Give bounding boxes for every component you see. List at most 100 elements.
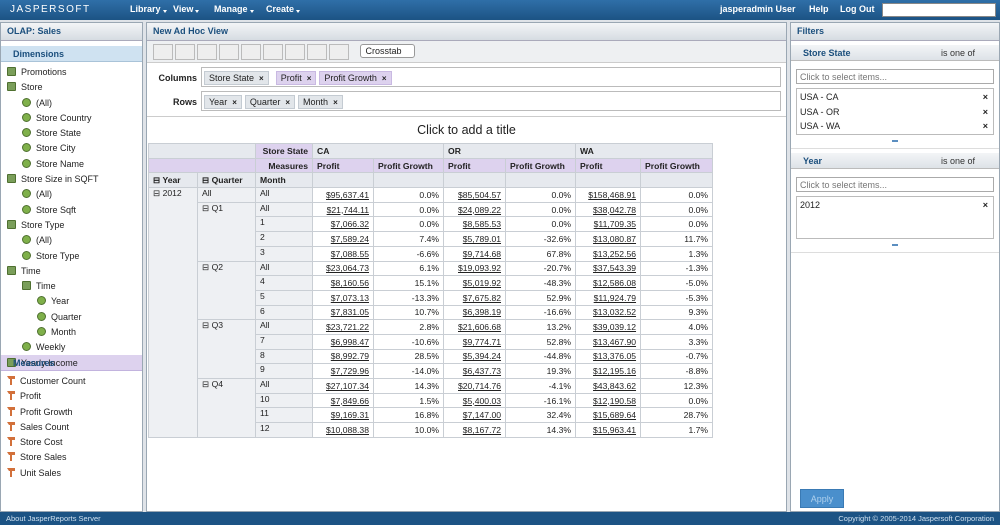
about-link[interactable]: About JasperReports Server: [6, 514, 101, 523]
cell-value[interactable]: $21,606.68: [443, 319, 507, 335]
cell-value[interactable]: $9,169.31: [312, 407, 374, 424]
cell-value[interactable]: $8,167.72: [443, 422, 507, 438]
tree-item[interactable]: Store: [1, 80, 142, 95]
cell-value[interactable]: $12,195.16: [575, 363, 642, 379]
column-chip[interactable]: Store State ×: [204, 71, 269, 85]
cell-value[interactable]: $7,066.32: [312, 216, 374, 233]
pivot-button[interactable]: [285, 44, 305, 60]
cell-value[interactable]: $6,998.47: [312, 333, 374, 350]
undo-all-button[interactable]: [263, 44, 283, 60]
cell-value[interactable]: $7,088.55: [312, 245, 374, 262]
chip-remove[interactable]: ×: [333, 98, 338, 107]
cell-value[interactable]: $158,468.91: [575, 187, 642, 203]
tree-item[interactable]: Time: [1, 264, 142, 279]
logo[interactable]: JASPERSOFT: [10, 4, 91, 15]
toggle-button[interactable]: [153, 44, 173, 60]
measure-item[interactable]: Profit Growth: [1, 405, 142, 420]
top-link[interactable]: Log Out: [840, 4, 875, 14]
cell-value[interactable]: $38,042.78: [575, 201, 642, 218]
tree-item[interactable]: Weekly: [1, 340, 142, 355]
cell-value[interactable]: $7,073.13: [312, 289, 374, 306]
top-link[interactable]: Help: [809, 4, 829, 14]
selected-item[interactable]: USA - WA: [797, 119, 993, 134]
tree-item[interactable]: Store Size in SQFT: [1, 172, 142, 187]
cell-value[interactable]: $95,637.41: [312, 187, 374, 203]
cell-value[interactable]: $5,019.92: [443, 275, 507, 291]
cell-value[interactable]: $12,190.58: [575, 392, 642, 409]
tree-item[interactable]: Store Type: [1, 249, 142, 264]
cell-value[interactable]: $21,744.11: [312, 201, 374, 218]
tree-item[interactable]: (All): [1, 233, 142, 248]
cell-value[interactable]: $7,675.82: [443, 289, 507, 306]
cell-value[interactable]: $7,147.00: [443, 407, 507, 424]
tree-item[interactable]: Promotions: [1, 65, 142, 80]
tree-item[interactable]: Store City: [1, 141, 142, 156]
cell-value[interactable]: $10,088.38: [312, 422, 374, 438]
cell-value[interactable]: $13,252.56: [575, 245, 642, 262]
view-type-select[interactable]: Crosstab: [359, 44, 415, 58]
cell-value[interactable]: $20,714.76: [443, 378, 507, 394]
row-chip[interactable]: Quarter ×: [244, 95, 296, 109]
cell-value[interactable]: $27,107.34: [312, 378, 374, 394]
cell-value[interactable]: $19,093.92: [443, 260, 507, 277]
cell-value[interactable]: $7,589.24: [312, 231, 374, 247]
chip-remove[interactable]: ×: [285, 98, 291, 107]
search-box[interactable]: [882, 3, 996, 17]
cell-value[interactable]: $85,504.57: [443, 187, 507, 203]
row-chip[interactable]: Month ×: [298, 95, 343, 109]
options-button[interactable]: [307, 44, 327, 60]
selected-item[interactable]: 2012: [797, 198, 993, 213]
filter-operator[interactable]: is one of: [940, 155, 975, 166]
tree-item[interactable]: Time: [1, 279, 142, 294]
tree-item[interactable]: Quarter: [1, 310, 142, 325]
measure-item[interactable]: Unit Sales: [1, 466, 142, 481]
selected-item[interactable]: USA - OR: [797, 105, 993, 120]
tree-item[interactable]: Store Country: [1, 111, 142, 126]
tree-item[interactable]: Month: [1, 325, 142, 340]
tree-item[interactable]: Store Type: [1, 218, 142, 233]
measure-item[interactable]: Sales Count: [1, 420, 142, 435]
cell-value[interactable]: $24,089.22: [443, 201, 507, 218]
data-button[interactable]: [329, 44, 349, 60]
measure-item[interactable]: Store Sales: [1, 450, 142, 465]
cell-value[interactable]: $23,721.22: [312, 319, 374, 335]
tree-item[interactable]: Store Name: [1, 157, 142, 172]
cell-value[interactable]: $11,924.79: [575, 289, 642, 306]
tree-item[interactable]: Store State: [1, 126, 142, 141]
cell-value[interactable]: $9,774.71: [443, 333, 507, 350]
column-chip[interactable]: Profit ×: [275, 71, 317, 85]
cell-value[interactable]: $43,843.62: [575, 378, 642, 394]
chip-remove[interactable]: ×: [381, 74, 387, 83]
chip-remove[interactable]: ×: [232, 98, 237, 107]
cell-value[interactable]: $8,585.53: [443, 216, 507, 233]
cell-value[interactable]: $13,032.52: [575, 304, 642, 321]
cell-value[interactable]: $13,080.87: [575, 231, 642, 247]
selected-item[interactable]: USA - CA: [797, 90, 993, 105]
chip-remove[interactable]: ×: [259, 74, 264, 83]
menu-item[interactable]: View: [173, 4, 199, 15]
tree-item[interactable]: Year: [1, 294, 142, 309]
cell-value[interactable]: $7,849.66: [312, 392, 374, 409]
cell-value[interactable]: $6,398.19: [443, 304, 507, 321]
cell-value[interactable]: $5,394.24: [443, 348, 507, 365]
save-button[interactable]: [175, 44, 195, 60]
cell-value[interactable]: $13,467.90: [575, 333, 642, 350]
undo-button[interactable]: [219, 44, 239, 60]
cell-value[interactable]: $8,992.79: [312, 348, 374, 365]
redo-button[interactable]: [241, 44, 261, 60]
cell-value[interactable]: $5,400.03: [443, 392, 507, 409]
measure-item[interactable]: Customer Count: [1, 374, 142, 389]
report-title[interactable]: Click to add a title: [417, 123, 516, 137]
user-name[interactable]: jasperadmin User: [720, 4, 796, 14]
export-button[interactable]: [197, 44, 217, 60]
filter-input[interactable]: Click to select items...: [796, 176, 994, 192]
cell-value[interactable]: $39,039.12: [575, 319, 642, 335]
column-chip[interactable]: Profit Growth ×: [319, 71, 392, 85]
menu-item[interactable]: Library: [130, 4, 167, 15]
cell-value[interactable]: $15,963.41: [575, 422, 642, 438]
filter-input[interactable]: Click to select items...: [796, 69, 994, 84]
cell-value[interactable]: $37,543.39: [575, 260, 642, 277]
measure-item[interactable]: Profit: [1, 389, 142, 404]
cell-value[interactable]: $12,586.08: [575, 275, 642, 291]
menu-item[interactable]: Create: [266, 4, 300, 15]
